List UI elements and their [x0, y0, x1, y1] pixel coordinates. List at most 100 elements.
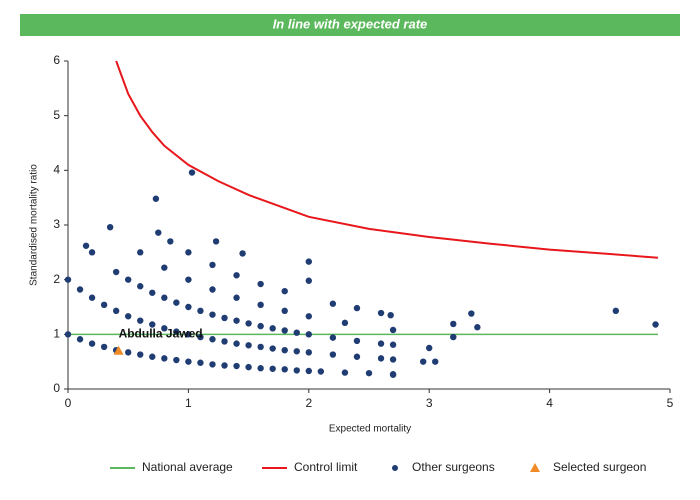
- point: [293, 367, 300, 374]
- y-tick-label: 3: [53, 217, 60, 231]
- point: [209, 361, 216, 368]
- point: [197, 359, 204, 366]
- point: [432, 358, 439, 365]
- legend-label: Selected surgeon: [553, 460, 646, 474]
- point: [209, 311, 216, 318]
- point: [209, 261, 216, 269]
- point: [426, 344, 433, 352]
- point: [125, 276, 132, 283]
- point: [197, 333, 204, 341]
- point: [341, 319, 349, 327]
- point: [341, 369, 349, 376]
- y-axis-title: Standardised mortality ratio: [29, 164, 40, 286]
- point: [221, 362, 228, 369]
- series-line: [115, 60, 659, 259]
- legend-label: Control limit: [294, 460, 358, 474]
- point: [233, 272, 240, 279]
- point: [125, 313, 132, 320]
- point: [82, 242, 90, 249]
- point: [317, 368, 325, 375]
- point: [76, 286, 84, 293]
- point: [387, 312, 394, 319]
- legend-symbol: [530, 463, 540, 472]
- point: [389, 371, 397, 378]
- point: [612, 307, 620, 315]
- point: [185, 303, 192, 311]
- point: [161, 325, 168, 332]
- point: [257, 301, 264, 309]
- point: [173, 299, 180, 306]
- point: [377, 355, 385, 362]
- y-tick-label: 6: [53, 53, 60, 67]
- y-tick-label: 5: [53, 108, 60, 122]
- point: [245, 320, 252, 327]
- point: [419, 358, 427, 365]
- point: [281, 327, 288, 334]
- point: [76, 336, 84, 343]
- point: [329, 334, 337, 341]
- point: [389, 356, 397, 363]
- point: [100, 343, 108, 351]
- point: [353, 337, 361, 345]
- point: [652, 321, 659, 328]
- point: [329, 351, 337, 358]
- point: [269, 325, 276, 332]
- point: [137, 283, 144, 290]
- point: [233, 362, 240, 370]
- banner: [20, 14, 680, 36]
- point: [281, 346, 288, 354]
- annotation: Abdulla Jawed: [119, 327, 203, 341]
- point: [239, 250, 246, 257]
- y-tick-label: 0: [53, 381, 60, 395]
- point: [305, 367, 312, 375]
- point: [137, 351, 144, 358]
- x-tick-label: 4: [546, 396, 553, 410]
- point: [185, 249, 192, 256]
- point: [88, 249, 96, 256]
- point: [269, 345, 276, 352]
- point: [161, 355, 168, 362]
- point: [185, 331, 192, 338]
- point: [212, 238, 220, 245]
- point: [305, 258, 312, 265]
- point: [167, 238, 174, 245]
- point: [305, 313, 312, 320]
- point: [88, 340, 96, 347]
- point: [474, 324, 481, 331]
- point: [365, 369, 373, 377]
- point: [173, 356, 180, 364]
- point: [257, 322, 264, 330]
- point: [209, 286, 216, 293]
- point: [149, 353, 156, 360]
- point: [185, 276, 192, 283]
- point: [152, 195, 160, 202]
- point: [173, 328, 180, 335]
- point: [281, 307, 288, 315]
- point: [353, 353, 361, 360]
- point: [281, 287, 288, 295]
- point: [389, 326, 397, 334]
- point: [155, 229, 162, 236]
- point: [377, 309, 385, 317]
- point: [293, 329, 300, 336]
- x-tick-label: 5: [667, 396, 674, 410]
- point: [161, 294, 168, 301]
- y-tick-label: 2: [53, 272, 60, 286]
- point: [281, 366, 288, 373]
- point: [269, 365, 276, 372]
- banner-text: In line with expected rate: [273, 16, 428, 31]
- point: [305, 277, 312, 284]
- point: [305, 349, 312, 356]
- y-tick-label: 1: [53, 327, 60, 341]
- legend-label: National average: [142, 460, 233, 474]
- point: [100, 301, 108, 309]
- point: [125, 349, 132, 356]
- x-tick-label: 3: [426, 396, 433, 410]
- point: [257, 365, 264, 372]
- point: [149, 321, 156, 328]
- point: [329, 300, 337, 307]
- point: [233, 340, 240, 347]
- point: [221, 314, 228, 322]
- point: [64, 331, 72, 338]
- point: [197, 307, 204, 315]
